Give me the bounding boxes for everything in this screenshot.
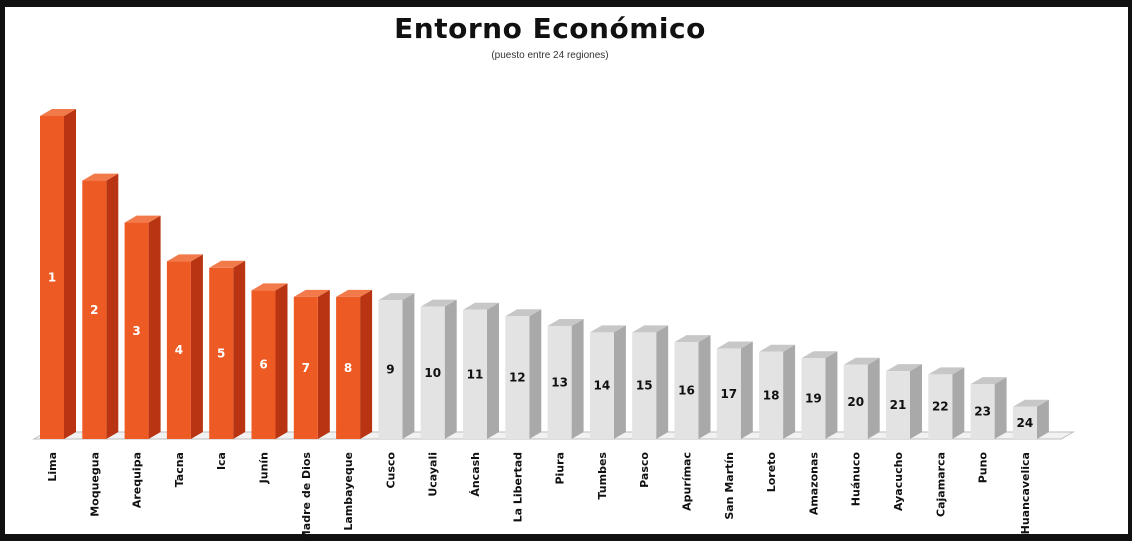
bar-value-label: 22 bbox=[932, 400, 949, 414]
bar-value-label: 24 bbox=[1017, 416, 1034, 430]
bar-3 bbox=[124, 215, 161, 439]
bar-value-label: 10 bbox=[424, 366, 441, 380]
bar-value-label: 8 bbox=[344, 361, 352, 375]
category-label: La Libertad bbox=[511, 452, 524, 522]
bar-9 bbox=[378, 293, 415, 439]
bar-21 bbox=[886, 364, 922, 439]
category-label: Tacna bbox=[173, 452, 186, 487]
bar-13 bbox=[547, 318, 584, 439]
category-label: Ayacucho bbox=[892, 452, 905, 511]
bar-value-label: 1 bbox=[48, 271, 56, 285]
bar-7 bbox=[293, 289, 330, 439]
category-label: Amazonas bbox=[807, 452, 820, 516]
bar-value-label: 2 bbox=[90, 303, 98, 317]
bar-17 bbox=[716, 341, 753, 439]
category-label: San Martín bbox=[723, 452, 736, 520]
category-label: Áncash bbox=[469, 452, 482, 497]
category-label: Piura bbox=[554, 452, 567, 485]
category-label: Puno bbox=[977, 452, 990, 484]
bar-value-label: 4 bbox=[175, 343, 183, 357]
bar-11 bbox=[463, 302, 499, 439]
bar-value-label: 16 bbox=[678, 384, 695, 398]
bar-value-label: 17 bbox=[720, 387, 737, 401]
bar-18 bbox=[759, 344, 796, 439]
category-label: Huánuco bbox=[850, 452, 863, 507]
bar-16 bbox=[674, 335, 711, 439]
bar-10 bbox=[420, 299, 457, 439]
bar-23 bbox=[970, 377, 1007, 439]
bar-value-label: 20 bbox=[847, 395, 864, 409]
bar-value-label: 14 bbox=[594, 379, 611, 393]
bar-24 bbox=[1012, 399, 1049, 439]
bar-value-label: 13 bbox=[551, 375, 568, 389]
bar-6 bbox=[251, 283, 288, 439]
bar-value-label: 19 bbox=[805, 392, 822, 406]
bar-value-label: 5 bbox=[217, 346, 225, 360]
bar-value-label: 3 bbox=[132, 324, 140, 338]
category-label: Lima bbox=[46, 452, 59, 482]
bar-14 bbox=[589, 325, 626, 439]
bar-4 bbox=[166, 254, 203, 439]
bar-12 bbox=[505, 309, 542, 439]
bar-value-label: 11 bbox=[467, 367, 484, 381]
category-label: Moquegua bbox=[88, 452, 101, 517]
bar-value-label: 21 bbox=[890, 398, 907, 412]
category-label: Tumbes bbox=[596, 452, 609, 500]
bar-value-label: 12 bbox=[509, 371, 526, 385]
bar-15 bbox=[632, 325, 669, 439]
bar-value-label: 15 bbox=[636, 379, 653, 393]
bar-value-label: 6 bbox=[259, 358, 267, 372]
category-label: Junín bbox=[258, 452, 271, 484]
bar-20 bbox=[843, 357, 880, 439]
bar-8 bbox=[336, 289, 373, 439]
category-label: Apurímac bbox=[681, 452, 694, 511]
bar-value-label: 9 bbox=[386, 363, 394, 377]
bar-value-label: 7 bbox=[302, 361, 310, 375]
category-label: Madre de Dios bbox=[300, 452, 313, 541]
category-label: Ica bbox=[215, 452, 228, 470]
bar-5 bbox=[209, 260, 246, 439]
category-label: Pasco bbox=[638, 452, 651, 488]
category-label: Ucayali bbox=[427, 452, 440, 497]
chart-subtitle: (puesto entre 24 regiones) bbox=[491, 50, 609, 61]
bar-19 bbox=[801, 351, 838, 439]
chart-title: Entorno Económico bbox=[394, 12, 706, 45]
bar-22 bbox=[928, 367, 965, 439]
bar-value-label: 23 bbox=[974, 405, 991, 419]
bar-2 bbox=[82, 173, 119, 439]
category-label: Cajamarca bbox=[934, 452, 947, 517]
category-label: Lambayeque bbox=[342, 452, 355, 531]
bar-value-label: 18 bbox=[763, 388, 780, 402]
bar-1 bbox=[40, 109, 76, 439]
category-label: Cusco bbox=[384, 452, 397, 489]
category-label: Loreto bbox=[765, 452, 778, 493]
category-label: Arequipa bbox=[131, 452, 144, 508]
category-label: Huancavelica bbox=[1019, 452, 1032, 534]
